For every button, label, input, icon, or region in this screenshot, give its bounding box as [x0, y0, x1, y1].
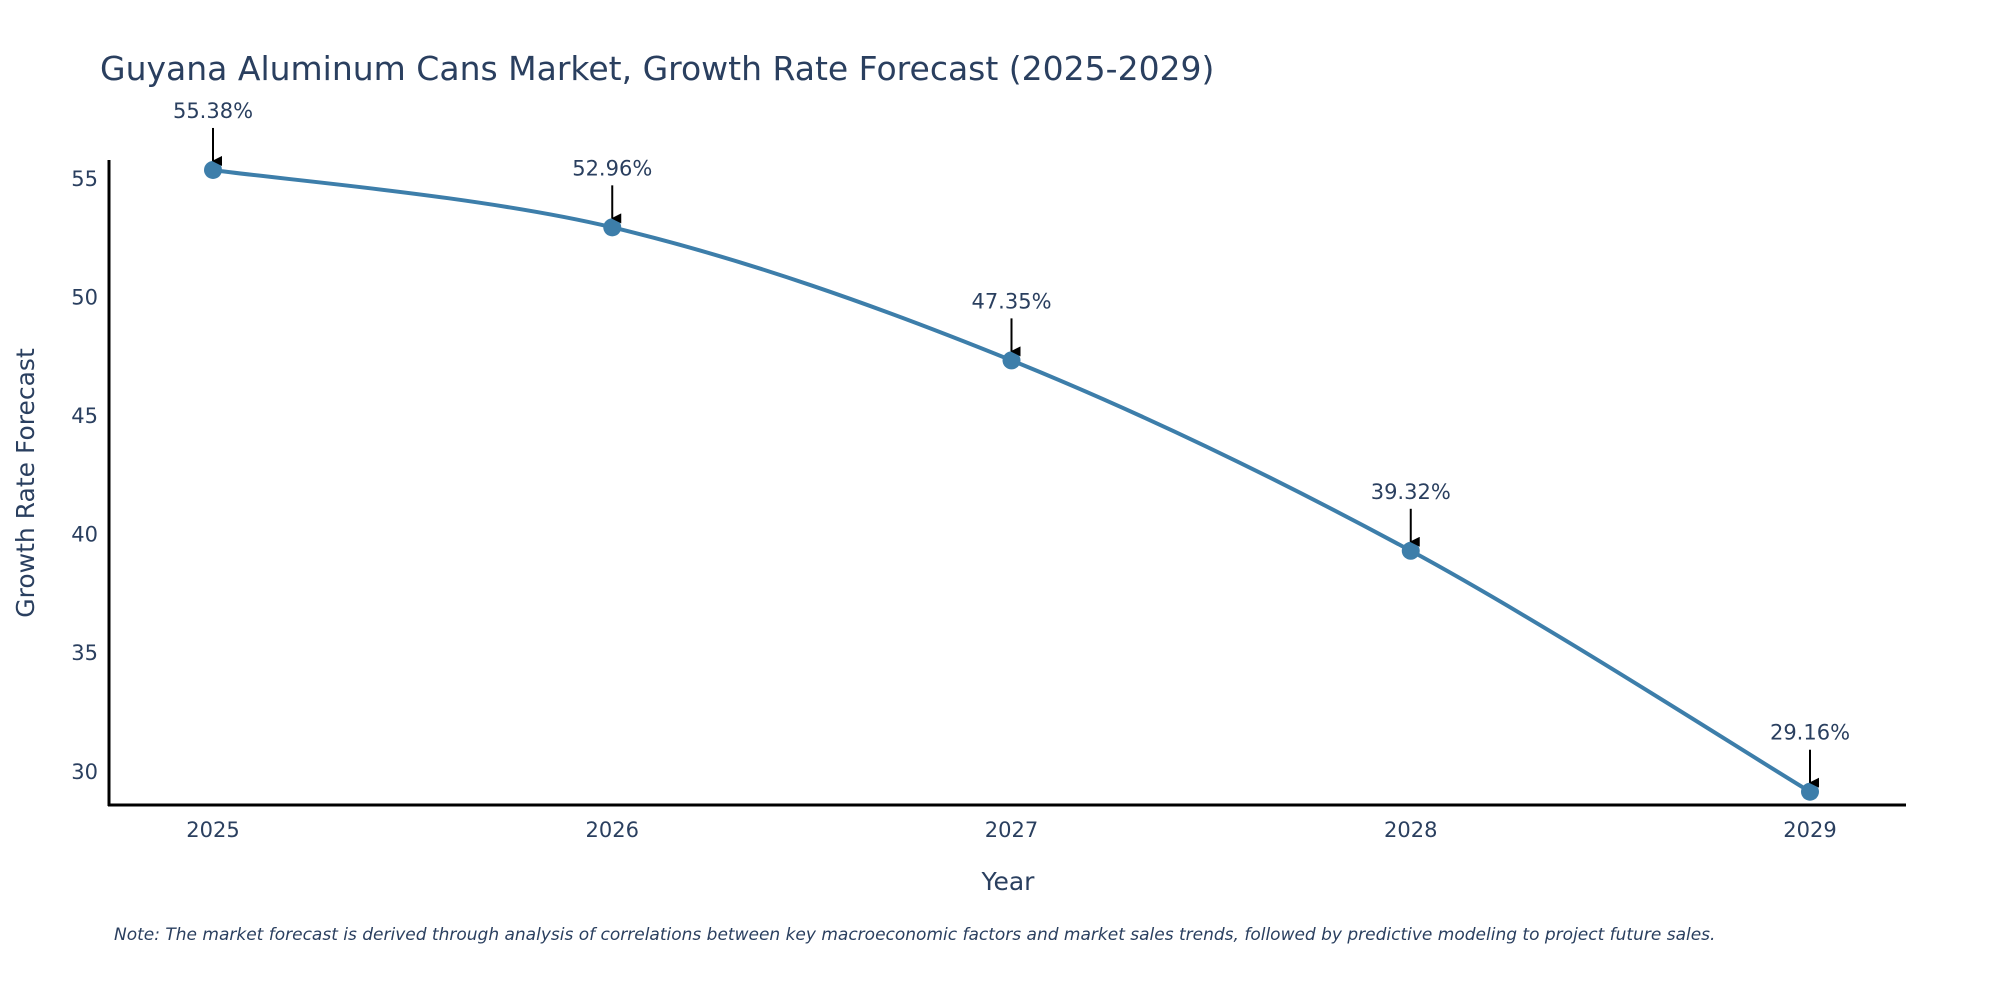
- x-tick-label: 2027: [985, 818, 1038, 842]
- x-tick-label: 2028: [1384, 818, 1437, 842]
- y-tick-label: 55: [71, 167, 98, 191]
- y-tick-label: 30: [71, 760, 98, 784]
- y-tick-label: 50: [71, 286, 98, 310]
- plot-area: 55.38% 52.96% 47.35% 39.32% 29.16%: [173, 99, 1850, 801]
- x-tick-label: 2029: [1783, 818, 1836, 842]
- data-point-marker: [204, 160, 222, 179]
- x-axis: 2025 2026 2027 2028 2029: [108, 803, 1906, 842]
- y-tick-label: 40: [71, 523, 98, 547]
- data-point-marker: [603, 218, 622, 237]
- y-tick-label: 45: [71, 404, 98, 428]
- x-axis-title: Year: [981, 867, 1036, 896]
- data-label: 29.16%: [1770, 721, 1850, 745]
- y-tick-label: 35: [71, 641, 98, 665]
- data-label: 55.38%: [173, 99, 253, 123]
- series-line: [212, 167, 1812, 794]
- y-axis: 30 35 40 45 50 55: [71, 160, 111, 806]
- data-label: 47.35%: [971, 289, 1051, 313]
- chart-title: Guyana Aluminum Cans Market, Growth Rate…: [100, 49, 1214, 88]
- data-point-marker: [1401, 541, 1420, 560]
- x-tick-label: 2026: [586, 818, 639, 842]
- data-label: 52.96%: [572, 156, 652, 180]
- chart-note: Note: The market forecast is derived thr…: [114, 925, 1715, 945]
- data-point-marker: [1801, 782, 1819, 801]
- x-tick-label: 2025: [186, 818, 239, 842]
- data-point-marker: [1002, 351, 1021, 370]
- y-axis-title: Growth Rate Forecast: [11, 348, 40, 618]
- data-label: 39.32%: [1371, 480, 1451, 504]
